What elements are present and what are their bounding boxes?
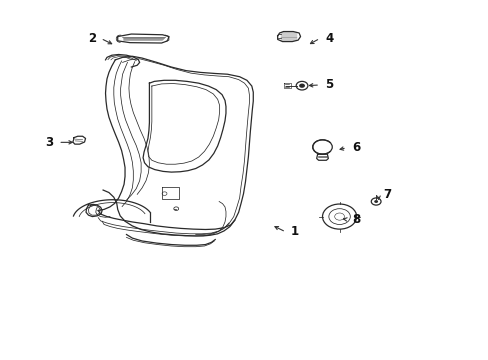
Text: 8: 8 bbox=[351, 213, 359, 226]
Circle shape bbox=[373, 200, 377, 203]
Text: 6: 6 bbox=[351, 141, 359, 154]
Text: 3: 3 bbox=[45, 136, 53, 149]
Text: 5: 5 bbox=[325, 78, 332, 91]
Circle shape bbox=[299, 84, 305, 88]
Text: 2: 2 bbox=[87, 32, 96, 45]
Text: 1: 1 bbox=[290, 225, 298, 238]
Text: 4: 4 bbox=[325, 32, 332, 45]
Text: 7: 7 bbox=[383, 188, 391, 201]
